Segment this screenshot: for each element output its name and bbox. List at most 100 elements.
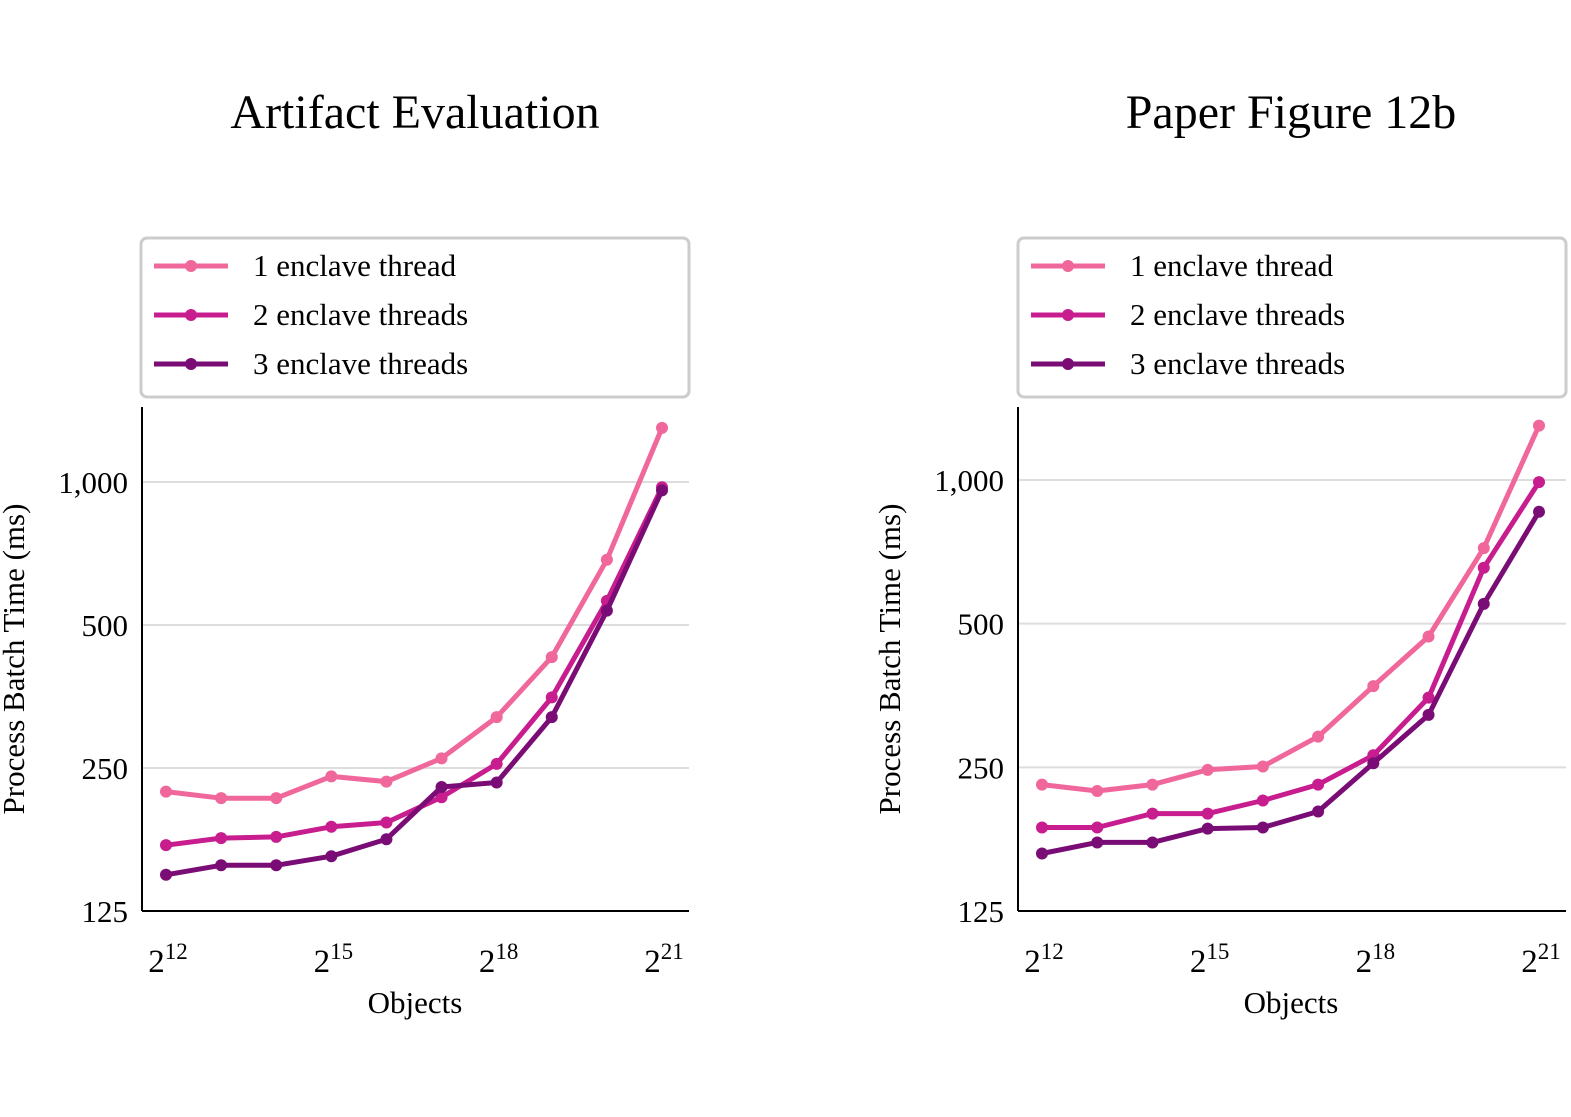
- data-point: [160, 868, 172, 881]
- data-point: [1256, 821, 1269, 834]
- y-tick-label: 125: [958, 894, 1005, 929]
- legend-label: 3 enclave threads: [1130, 346, 1345, 381]
- data-point: [1036, 821, 1048, 834]
- data-point: [1422, 691, 1435, 704]
- data-point: [1146, 778, 1159, 791]
- y-tick-label: 250: [82, 751, 129, 786]
- legend-marker: [1062, 309, 1074, 321]
- data-point: [1367, 757, 1380, 770]
- data-point: [270, 830, 283, 843]
- data-point: [1146, 836, 1159, 849]
- chart-title: Artifact Evaluation: [230, 86, 599, 139]
- legend-label: 1 enclave thread: [253, 248, 457, 283]
- data-point: [1091, 821, 1104, 834]
- legend-marker: [185, 358, 197, 370]
- chart-panel-1: Artifact Evaluation 125 250 500 1,000 212 215 2…: [0, 86, 691, 1020]
- chart-panel-2: Paper Figure 12b 125 250 500 1,000 212 215 218 2…: [872, 86, 1568, 1020]
- data-point: [545, 691, 558, 704]
- series-line: [163, 484, 665, 848]
- x-tick-label: 212: [148, 939, 188, 980]
- legend-box: [139, 236, 691, 399]
- data-point: [1146, 807, 1159, 820]
- legend-label: 3 enclave threads: [253, 346, 468, 381]
- y-tick-label: 125: [82, 894, 129, 929]
- chart-title: Paper Figure 12b: [1126, 86, 1457, 139]
- data-point: [1533, 505, 1545, 518]
- legend-marker: [1062, 260, 1074, 272]
- data-point: [435, 791, 448, 804]
- series-line: [163, 425, 665, 801]
- data-point: [600, 604, 613, 617]
- legend-label: 1 enclave thread: [1130, 248, 1334, 283]
- data-point: [160, 785, 172, 798]
- series-line: [163, 487, 665, 878]
- x-axis-label: Objects: [1244, 985, 1339, 1020]
- data-point: [215, 832, 228, 845]
- data-point: [380, 833, 393, 846]
- data-point: [1477, 597, 1490, 610]
- series-line: [1039, 423, 1542, 794]
- data-point: [270, 792, 283, 805]
- data-point: [1477, 561, 1490, 574]
- x-tick-label: 215: [1190, 939, 1230, 980]
- data-point: [545, 711, 558, 724]
- y-tick-label: 500: [82, 608, 129, 643]
- data-point: [1256, 794, 1269, 807]
- data-point: [1367, 680, 1380, 693]
- data-point: [600, 553, 613, 566]
- data-point: [1312, 730, 1325, 743]
- x-tick-label: 221: [644, 939, 684, 980]
- legend-label: 2 enclave threads: [253, 297, 468, 332]
- x-tick-label: 215: [314, 939, 354, 980]
- legend-marker: [1062, 358, 1074, 370]
- data-point: [490, 757, 503, 770]
- x-tick-label: 218: [479, 939, 518, 980]
- data-point: [490, 711, 503, 724]
- x-axis-label: Objects: [368, 985, 463, 1020]
- data-point: [1312, 778, 1325, 791]
- legend-label: 2 enclave threads: [1130, 297, 1345, 332]
- data-point: [325, 850, 338, 863]
- data-point: [1091, 785, 1104, 798]
- y-tick-label: 1,000: [934, 463, 1004, 498]
- x-tick-label: 218: [1356, 939, 1396, 980]
- data-point: [1036, 847, 1048, 860]
- legend-marker: [185, 309, 197, 321]
- y-tick-label: 500: [958, 607, 1005, 642]
- data-point: [1477, 542, 1490, 555]
- data-point: [1312, 805, 1325, 818]
- data-point: [1091, 836, 1104, 849]
- y-axis-label: Process Batch Time (ms): [872, 504, 907, 815]
- x-tick-label: 212: [1024, 939, 1064, 980]
- data-point: [325, 820, 338, 833]
- data-point: [1533, 476, 1545, 489]
- data-point: [1201, 763, 1214, 776]
- data-point: [1422, 630, 1435, 643]
- data-point: [215, 792, 228, 805]
- data-point: [1256, 760, 1269, 773]
- data-point: [380, 816, 393, 829]
- data-point: [1201, 822, 1214, 835]
- data-point: [1533, 419, 1545, 432]
- data-point: [435, 781, 448, 794]
- legend-marker: [185, 260, 197, 272]
- series-line: [1039, 509, 1542, 856]
- data-point: [656, 421, 668, 434]
- series-line: [1039, 479, 1542, 830]
- data-point: [160, 839, 172, 852]
- y-tick-label: 250: [958, 750, 1005, 785]
- legend-box: [1016, 236, 1568, 399]
- data-point: [1201, 807, 1214, 820]
- data-point: [215, 859, 228, 872]
- y-tick-label: 1,000: [58, 465, 128, 500]
- data-point: [490, 776, 503, 789]
- data-point: [1036, 778, 1048, 791]
- data-point: [1422, 708, 1435, 721]
- y-axis-label: Process Batch Time (ms): [0, 504, 31, 815]
- data-point: [270, 859, 283, 872]
- data-point: [380, 775, 393, 788]
- x-tick-label: 221: [1521, 939, 1561, 980]
- data-point: [656, 484, 668, 497]
- data-point: [545, 651, 558, 664]
